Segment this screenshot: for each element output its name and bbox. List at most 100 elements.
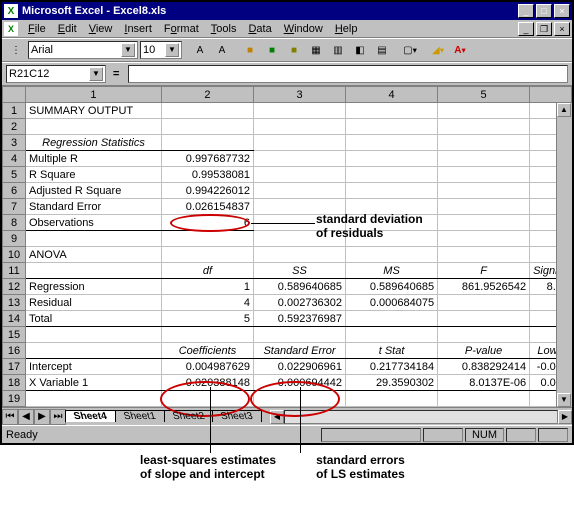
sheet-tab[interactable]: Sheet1 xyxy=(115,410,165,422)
cell[interactable] xyxy=(161,247,253,263)
cell[interactable]: Regression Statistics xyxy=(26,135,162,151)
cell[interactable]: 0.002736302 xyxy=(254,295,346,311)
cell[interactable]: SS xyxy=(254,263,346,279)
cell[interactable] xyxy=(346,135,438,151)
cell[interactable]: 0.838292414 xyxy=(438,359,530,375)
cell[interactable]: 0.589640685 xyxy=(254,279,346,295)
tab-last-button[interactable]: ⏭ xyxy=(50,409,66,425)
cell[interactable] xyxy=(254,151,346,167)
cell[interactable]: 0.217734184 xyxy=(346,359,438,375)
font-shrink-button[interactable]: A xyxy=(212,40,232,60)
col-header[interactable]: 2 xyxy=(161,87,253,103)
toolbar-handle[interactable]: ⋮ xyxy=(6,40,26,60)
grid[interactable]: 12345 1SUMMARY OUTPUT23Regression Statis… xyxy=(2,86,572,407)
cell[interactable]: 4 xyxy=(161,295,253,311)
cell[interactable]: 0.99538081 xyxy=(161,167,253,183)
menu-file[interactable]: File xyxy=(22,22,52,36)
cell[interactable] xyxy=(254,247,346,263)
cell[interactable]: Residual xyxy=(26,295,162,311)
row-header[interactable]: 10 xyxy=(3,247,26,263)
cell[interactable]: 5 xyxy=(161,311,253,327)
menu-format[interactable]: Format xyxy=(158,22,205,36)
cell[interactable] xyxy=(26,327,162,343)
cell[interactable] xyxy=(161,327,253,343)
cell[interactable]: 0.994226012 xyxy=(161,183,253,199)
cell[interactable]: 29.3590302 xyxy=(346,375,438,391)
cell[interactable]: 0.026154837 xyxy=(161,199,253,215)
menu-edit[interactable]: Edit xyxy=(52,22,83,36)
scroll-up-button[interactable]: ▲ xyxy=(557,103,571,117)
menu-insert[interactable]: Insert xyxy=(118,22,158,36)
col-header[interactable]: 5 xyxy=(438,87,530,103)
cell[interactable]: 0.589640685 xyxy=(346,279,438,295)
row-header[interactable]: 18 xyxy=(3,375,26,391)
row-header[interactable]: 12 xyxy=(3,279,26,295)
cell[interactable] xyxy=(26,231,162,247)
scroll-right-button[interactable]: ▶ xyxy=(558,410,572,424)
cell[interactable] xyxy=(26,343,162,359)
cell[interactable]: 0.592376987 xyxy=(254,311,346,327)
cell[interactable]: 1 xyxy=(161,279,253,295)
doc-close-button[interactable]: × xyxy=(554,22,570,36)
cell[interactable] xyxy=(438,119,530,135)
row-header[interactable]: 11 xyxy=(3,263,26,279)
cell[interactable]: 0.004987629 xyxy=(161,359,253,375)
cell[interactable]: Observations xyxy=(26,215,162,231)
cell[interactable] xyxy=(438,199,530,215)
scroll-down-button[interactable]: ▼ xyxy=(557,393,571,407)
cell[interactable]: 0.022906961 xyxy=(254,359,346,375)
cell[interactable] xyxy=(346,151,438,167)
tab-next-button[interactable]: ▶ xyxy=(34,409,50,425)
doc-minimize-button[interactable]: _ xyxy=(518,22,534,36)
col-header[interactable]: 4 xyxy=(346,87,438,103)
cell[interactable]: Intercept xyxy=(26,359,162,375)
row-header[interactable]: 4 xyxy=(3,151,26,167)
tab-prev-button[interactable]: ◀ xyxy=(18,409,34,425)
cell[interactable] xyxy=(346,327,438,343)
cell[interactable]: P-value xyxy=(438,343,530,359)
cell[interactable] xyxy=(346,183,438,199)
menu-tools[interactable]: Tools xyxy=(205,22,243,36)
cell[interactable] xyxy=(254,167,346,183)
row-header[interactable]: 13 xyxy=(3,295,26,311)
cell[interactable]: Total xyxy=(26,311,162,327)
cell[interactable]: Regression xyxy=(26,279,162,295)
row-header[interactable]: 3 xyxy=(3,135,26,151)
cell[interactable] xyxy=(346,391,438,407)
cell[interactable] xyxy=(254,119,346,135)
row-header[interactable]: 7 xyxy=(3,199,26,215)
doc-restore-button[interactable]: ❐ xyxy=(536,22,552,36)
col-header[interactable]: 3 xyxy=(254,87,346,103)
row-header[interactable]: 19 xyxy=(3,391,26,407)
doc-icon[interactable]: X xyxy=(4,22,18,36)
cell[interactable] xyxy=(438,391,530,407)
row-header[interactable]: 9 xyxy=(3,231,26,247)
tab-first-button[interactable]: ⏮ xyxy=(2,409,18,425)
row-header[interactable]: 5 xyxy=(3,167,26,183)
cell[interactable] xyxy=(438,167,530,183)
cell[interactable] xyxy=(26,391,162,407)
select-all[interactable] xyxy=(3,87,26,103)
col-header[interactable]: 1 xyxy=(26,87,162,103)
cell[interactable]: ANOVA xyxy=(26,247,162,263)
cell[interactable] xyxy=(438,151,530,167)
cell[interactable]: MS xyxy=(346,263,438,279)
cell[interactable] xyxy=(438,103,530,119)
row-header[interactable]: 17 xyxy=(3,359,26,375)
row-header[interactable]: 6 xyxy=(3,183,26,199)
row-header[interactable]: 15 xyxy=(3,327,26,343)
fontsize-combo[interactable]: 10 ▼ xyxy=(140,41,182,59)
cell[interactable] xyxy=(254,327,346,343)
cell[interactable]: Multiple R xyxy=(26,151,162,167)
menu-view[interactable]: View xyxy=(83,22,119,36)
cell[interactable] xyxy=(438,327,530,343)
cell[interactable]: Standard Error xyxy=(26,199,162,215)
cell[interactable] xyxy=(161,119,253,135)
row-header[interactable]: 8 xyxy=(3,215,26,231)
borders-button[interactable]: ▥ xyxy=(328,40,348,60)
cell[interactable]: R Square xyxy=(26,167,162,183)
sheet-tab[interactable]: Sheet4 xyxy=(65,410,116,422)
font-combo[interactable]: Arial ▼ xyxy=(28,41,138,59)
menu-window[interactable]: Window xyxy=(278,22,329,36)
menu-data[interactable]: Data xyxy=(242,22,277,36)
